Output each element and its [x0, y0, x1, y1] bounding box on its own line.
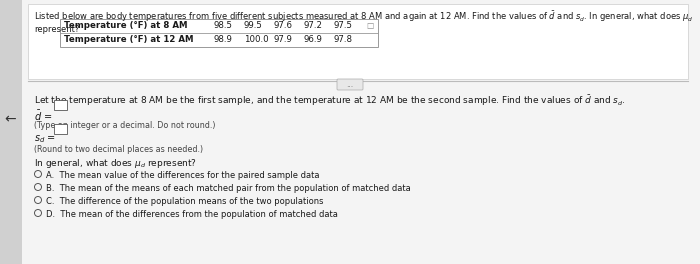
Text: 97.2: 97.2 — [304, 21, 323, 30]
Text: 96.9: 96.9 — [304, 35, 323, 44]
Text: 97.6: 97.6 — [274, 21, 293, 30]
Text: ←: ← — [4, 112, 15, 126]
Bar — [54, 124, 67, 134]
Text: Temperature (°F) at 12 AM: Temperature (°F) at 12 AM — [64, 35, 193, 44]
Bar — [0, 0, 22, 264]
Text: $\bar{d}$ =: $\bar{d}$ = — [34, 109, 52, 123]
Text: 97.8: 97.8 — [334, 35, 353, 44]
Text: 97.9: 97.9 — [274, 35, 293, 44]
Text: C.  The difference of the population means of the two populations: C. The difference of the population mean… — [46, 197, 323, 206]
FancyBboxPatch shape — [337, 79, 363, 90]
Text: A.  The mean value of the differences for the paired sample data: A. The mean value of the differences for… — [46, 171, 319, 180]
Text: 97.5: 97.5 — [334, 21, 353, 30]
Text: Temperature (°F) at 8 AM: Temperature (°F) at 8 AM — [64, 21, 188, 30]
Text: D.  The mean of the differences from the population of matched data: D. The mean of the differences from the … — [46, 210, 338, 219]
Text: ...: ... — [346, 80, 354, 89]
Text: (Type an integer or a decimal. Do not round.): (Type an integer or a decimal. Do not ro… — [34, 121, 216, 130]
Text: B.  The mean of the means of each matched pair from the population of matched da: B. The mean of the means of each matched… — [46, 184, 411, 193]
Bar — [28, 4, 688, 79]
Text: 98.9: 98.9 — [214, 35, 233, 44]
Text: $s_d$ =: $s_d$ = — [34, 133, 56, 145]
Text: (Round to two decimal places as needed.): (Round to two decimal places as needed.) — [34, 145, 203, 154]
Text: □: □ — [366, 21, 373, 30]
Text: In general, what does $\mu_d$ represent?: In general, what does $\mu_d$ represent? — [34, 157, 197, 170]
Text: 99.5: 99.5 — [244, 21, 263, 30]
Text: 98.5: 98.5 — [214, 21, 233, 30]
Bar — [54, 100, 67, 110]
Text: Listed below are body temperatures from five different subjects measured at 8 AM: Listed below are body temperatures from … — [34, 9, 694, 34]
Bar — [60, 19, 378, 47]
Text: 100.0: 100.0 — [244, 35, 269, 44]
Text: Let the temperature at 8 AM be the first sample, and the temperature at 12 AM be: Let the temperature at 8 AM be the first… — [34, 93, 626, 108]
